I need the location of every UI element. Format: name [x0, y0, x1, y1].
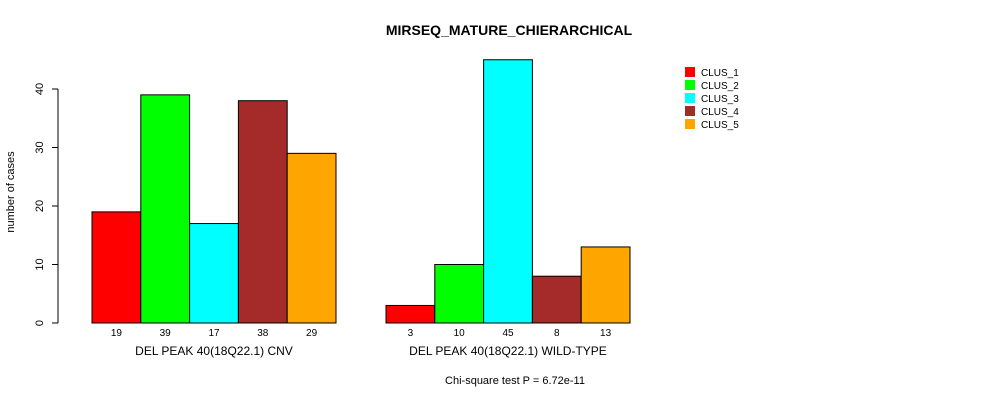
bar-clus-5 — [580, 246, 631, 324]
y-tick-label: 10 — [34, 258, 46, 270]
group-label: DEL PEAK 40(18Q22.1) WILD-TYPE — [409, 344, 607, 358]
bar-clus-5 — [286, 152, 337, 324]
bar-group: 3 10 45 8 13 DEL PEAK 40(18Q22.1) WILD-TYPE — [385, 59, 631, 358]
legend-swatch — [685, 106, 695, 116]
legend-swatch — [685, 67, 695, 77]
bar-group: 19 39 17 38 29 DEL PEAK 40(18Q22.1) CNV — [91, 94, 337, 358]
legend-item: CLUS_1 — [685, 67, 739, 79]
y-tick-label: 0 — [34, 320, 46, 326]
legend-label: CLUS_4 — [701, 107, 739, 118]
legend-item: CLUS_4 — [685, 106, 739, 118]
legend-label: CLUS_5 — [701, 120, 739, 131]
group-label: DEL PEAK 40(18Q22.1) CNV — [135, 344, 293, 358]
bar-count-label: 3 — [408, 328, 414, 339]
chart-title: MIRSEQ_MATURE_CHIERARCHICAL — [386, 22, 633, 38]
bar-count-label: 13 — [600, 328, 612, 339]
bar-clus-1 — [385, 304, 436, 324]
bar-count-label: 39 — [160, 328, 172, 339]
y-tick-label: 20 — [34, 200, 46, 212]
bar-clus-4 — [531, 275, 582, 324]
bars: 19 39 17 38 29 DEL PEAK 40(18Q22.1) CNV 3 10 45 8… — [91, 59, 631, 358]
legend-item: CLUS_5 — [685, 119, 739, 131]
bar-count-label: 10 — [454, 328, 466, 339]
bar-clus-2 — [140, 94, 191, 324]
bar-clus-4 — [237, 100, 288, 324]
y-tick-label: 30 — [34, 141, 46, 153]
bar-count-label: 29 — [306, 328, 318, 339]
bar-clus-3 — [189, 223, 239, 324]
legend-label: CLUS_2 — [701, 81, 739, 92]
bar-clus-1 — [91, 211, 142, 324]
legend-swatch — [685, 119, 695, 129]
legend-item: CLUS_3 — [685, 93, 739, 105]
legend-label: CLUS_1 — [701, 68, 739, 79]
bar-clus-3 — [483, 59, 533, 324]
y-axis: 0 10 20 30 40 — [34, 83, 59, 326]
chi-square-footnote: Chi-square test P = 6.72e-11 — [445, 375, 585, 387]
bar-count-label: 19 — [111, 328, 123, 339]
y-axis-label: number of cases — [5, 151, 17, 233]
bar-count-label: 45 — [502, 328, 514, 339]
bar-count-label: 17 — [208, 328, 220, 339]
legend-item: CLUS_2 — [685, 80, 739, 92]
bar-count-label: 8 — [554, 328, 560, 339]
bar-count-label: 38 — [257, 328, 269, 339]
legend-swatch — [685, 80, 695, 90]
legend-label: CLUS_3 — [701, 94, 739, 105]
y-tick-label: 40 — [34, 83, 46, 95]
legend: CLUS_1 CLUS_2 CLUS_3 CLUS_4 CLUS_5 — [685, 67, 739, 131]
bar-clus-2 — [434, 264, 485, 324]
legend-swatch — [685, 93, 695, 103]
